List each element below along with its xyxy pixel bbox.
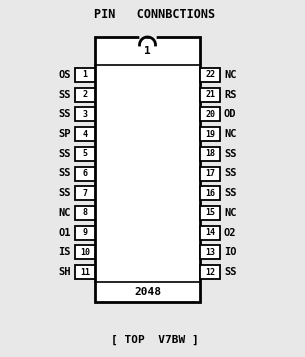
Bar (200, 127, 220, 141)
Text: O1: O1 (59, 228, 71, 238)
Text: SS: SS (224, 169, 236, 178)
Bar (200, 226, 220, 240)
Text: 10: 10 (80, 248, 90, 257)
Text: 11: 11 (80, 268, 90, 277)
Text: SS: SS (224, 149, 236, 159)
Text: [ TOP  V7BW ]: [ TOP V7BW ] (111, 335, 199, 345)
Text: 2048: 2048 (134, 287, 161, 297)
Text: OD: OD (224, 109, 236, 119)
Text: NC: NC (224, 70, 236, 80)
Text: 4: 4 (82, 130, 88, 139)
Bar (75, 206, 95, 220)
Bar (200, 166, 220, 181)
Text: SS: SS (59, 109, 71, 119)
Text: SS: SS (59, 188, 71, 198)
Text: 8: 8 (82, 208, 88, 217)
Text: 19: 19 (205, 130, 215, 139)
Bar (200, 87, 220, 102)
Text: 17: 17 (205, 169, 215, 178)
Text: SS: SS (224, 267, 236, 277)
Text: 5: 5 (82, 149, 88, 158)
Text: NC: NC (59, 208, 71, 218)
Text: 1: 1 (144, 46, 151, 56)
Bar (75, 68, 95, 82)
Text: IO: IO (224, 247, 236, 257)
Bar (75, 226, 95, 240)
Text: 13: 13 (205, 248, 215, 257)
Text: 7: 7 (82, 189, 88, 198)
Text: 15: 15 (205, 208, 215, 217)
Bar (200, 265, 220, 279)
Bar (200, 68, 220, 82)
Text: 12: 12 (205, 268, 215, 277)
Bar (75, 186, 95, 200)
Text: SH: SH (59, 267, 71, 277)
Text: RS: RS (224, 90, 236, 100)
Text: 3: 3 (82, 110, 88, 119)
Text: 6: 6 (82, 169, 88, 178)
Bar (75, 127, 95, 141)
Bar (75, 245, 95, 260)
Text: NC: NC (224, 129, 236, 139)
Bar (75, 265, 95, 279)
Text: 20: 20 (205, 110, 215, 119)
Bar (95, 37, 200, 302)
Text: 1: 1 (82, 70, 88, 79)
Text: 18: 18 (205, 149, 215, 158)
Bar (75, 87, 95, 102)
Text: OS: OS (59, 70, 71, 80)
Bar (75, 147, 95, 161)
Bar (200, 186, 220, 200)
Bar (75, 107, 95, 121)
Text: IS: IS (59, 247, 71, 257)
Text: SP: SP (59, 129, 71, 139)
Text: SS: SS (59, 90, 71, 100)
Text: 21: 21 (205, 90, 215, 99)
Text: SS: SS (59, 169, 71, 178)
Text: SS: SS (224, 188, 236, 198)
Text: NC: NC (224, 208, 236, 218)
Text: 16: 16 (205, 189, 215, 198)
Bar (200, 147, 220, 161)
Text: PIN   CONNBCTIONS: PIN CONNBCTIONS (95, 9, 216, 21)
Text: 22: 22 (205, 70, 215, 79)
Text: 2: 2 (82, 90, 88, 99)
Text: SS: SS (59, 149, 71, 159)
Bar (75, 166, 95, 181)
Text: O2: O2 (224, 228, 236, 238)
Bar (200, 245, 220, 260)
Bar (200, 107, 220, 121)
Text: 9: 9 (82, 228, 88, 237)
Text: 14: 14 (205, 228, 215, 237)
Bar (200, 206, 220, 220)
